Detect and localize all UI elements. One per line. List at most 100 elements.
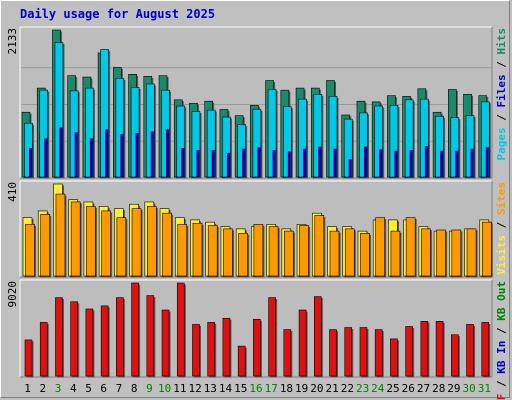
sites-bar-22: [344, 228, 355, 277]
kbin-bar-18: [283, 329, 292, 377]
sites-bar-29: [451, 229, 462, 277]
pages-bar-17: [272, 150, 276, 177]
files-bar-14: [222, 116, 231, 178]
pages-bar-12: [196, 150, 200, 177]
kbin-bar-15: [237, 345, 246, 377]
sites-bar-12: [192, 222, 203, 277]
legend-middle-part-1: /: [495, 221, 508, 235]
x-label-22: 22: [341, 382, 354, 395]
x-label-3: 3: [55, 382, 62, 395]
x-label-1: 1: [24, 382, 31, 395]
sites-bar-19: [299, 225, 309, 277]
x-label-17: 17: [265, 382, 278, 395]
x-label-13: 13: [204, 382, 217, 395]
x-label-2: 2: [40, 382, 47, 395]
pages-bar-25: [394, 150, 398, 177]
x-label-18: 18: [280, 382, 293, 395]
legend-top-part-0: Pages: [495, 127, 508, 160]
sites-bar-23: [360, 233, 370, 277]
legend-top-part-2: Files: [495, 74, 508, 114]
sites-bar-3: [55, 193, 66, 277]
legend-top-part-3: /: [495, 61, 508, 75]
y-max-label-1: 410: [6, 182, 19, 202]
files-bar-27: [420, 98, 429, 178]
x-label-10: 10: [158, 382, 171, 395]
sites-bar-8: [131, 208, 142, 277]
files-bar-28: [435, 116, 444, 178]
files-bar-12: [191, 111, 201, 178]
pages-bar-11: [181, 148, 185, 177]
pages-bar-24: [379, 149, 383, 177]
sites-bar-2: [40, 213, 51, 277]
kbin-bar-9: [146, 295, 155, 377]
files-bar-6: [100, 49, 109, 178]
x-label-28: 28: [432, 382, 445, 395]
sites-bar-26: [405, 217, 416, 277]
files-bar-5: [85, 87, 94, 178]
legend-bottom-part-3: /: [495, 327, 508, 341]
pages-bar-3: [59, 127, 63, 177]
files-bar-2: [39, 89, 49, 178]
x-label-5: 5: [85, 382, 92, 395]
kbin-bar-31: [481, 322, 490, 377]
legend-middle-part-2: Sites: [495, 182, 508, 222]
x-label-19: 19: [295, 382, 308, 395]
legend-bottom-part-2: KB In: [495, 341, 508, 381]
files-bar-9: [146, 83, 155, 178]
kbin-bar-11: [176, 282, 185, 377]
files-bar-11: [176, 105, 186, 178]
files-bar-30: [465, 115, 475, 178]
x-label-20: 20: [310, 382, 323, 395]
sites-bar-24: [375, 217, 385, 277]
sites-bar-5: [86, 206, 96, 277]
sites-bar-25: [390, 230, 401, 277]
pages-bar-27: [424, 145, 428, 177]
sites-bar-27: [421, 228, 431, 277]
legend-bottom-part-1: /: [495, 380, 508, 394]
kbin-bar-8: [131, 282, 139, 377]
files-bar-17: [267, 89, 277, 178]
files-bar-19: [298, 98, 307, 178]
kbin-bar-30: [466, 324, 474, 377]
x-label-29: 29: [447, 382, 460, 395]
kbin-bar-22: [344, 327, 353, 377]
kbin-bar-26: [405, 326, 413, 377]
files-bar-20: [313, 93, 323, 178]
pages-bar-21: [333, 148, 337, 177]
pages-bar-4: [74, 132, 78, 177]
chart-title: Daily usage for August 2025: [20, 7, 216, 21]
x-label-31: 31: [478, 382, 491, 395]
files-bar-1: [24, 122, 33, 178]
x-label-21: 21: [326, 382, 339, 395]
x-label-14: 14: [219, 382, 233, 395]
sites-bar-15: [238, 233, 248, 277]
x-label-15: 15: [234, 382, 247, 395]
x-label-8: 8: [131, 382, 138, 395]
y-max-label-0: 2133: [6, 28, 19, 55]
pages-bar-28: [440, 150, 444, 177]
files-bar-26: [404, 99, 414, 178]
pages-bar-8: [135, 132, 139, 177]
files-bar-31: [480, 101, 490, 178]
sites-bar-10: [162, 212, 172, 277]
files-bar-8: [130, 87, 140, 178]
pages-bar-7: [120, 134, 124, 177]
files-bar-7: [115, 78, 125, 178]
pages-bar-18: [287, 151, 291, 177]
kbin-bar-19: [298, 309, 307, 377]
kbin-bar-23: [359, 327, 368, 377]
kbin-bar-14: [222, 317, 231, 377]
legend-bottom-part-4: KB Out: [495, 281, 508, 327]
pages-bar-9: [150, 131, 154, 177]
files-bar-4: [69, 90, 79, 178]
kbin-bar-13: [207, 322, 216, 377]
pages-bar-15: [242, 148, 246, 177]
kbin-bar-1: [24, 339, 33, 377]
kbin-bar-17: [268, 297, 276, 377]
sites-bar-17: [268, 226, 279, 277]
sites-bar-13: [207, 225, 218, 277]
x-label-16: 16: [249, 382, 262, 395]
legend-top: Pages / Files / Hits: [495, 28, 508, 161]
